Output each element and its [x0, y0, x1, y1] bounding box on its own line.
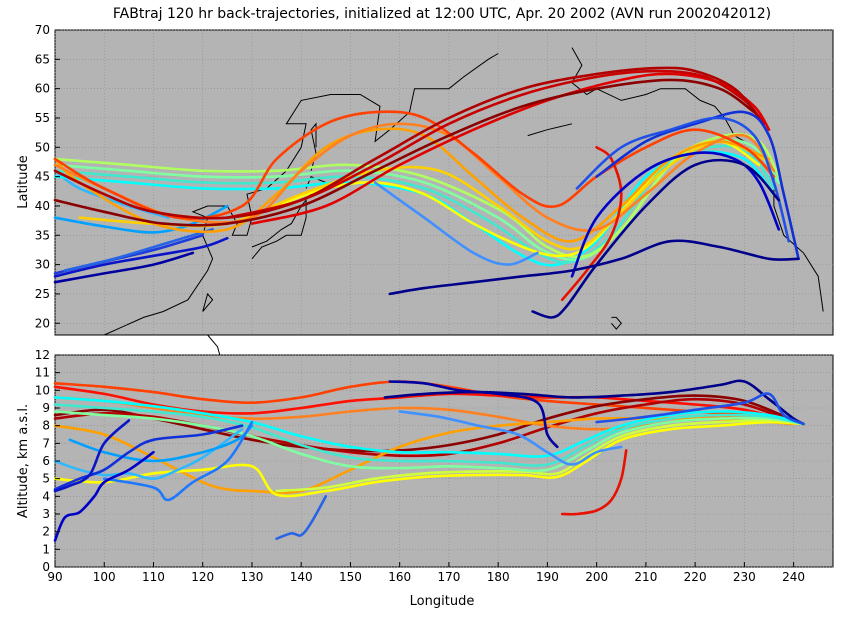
xlabel-longitude: Longitude [410, 594, 475, 609]
altitude-trajectory-series-2 [53, 394, 795, 453]
map-trajectory-series-16 [226, 69, 766, 219]
altitude-tick-label: 0 [42, 560, 50, 574]
longitude-tick-label: 120 [191, 570, 214, 584]
longitude-tick-label: 130 [241, 570, 264, 584]
altitude-trajectory-series-21 [560, 449, 628, 516]
altitude-trajectory-series-16 [53, 450, 155, 542]
coastline-7 [611, 316, 622, 330]
longitude-tick-label: 160 [388, 570, 411, 584]
altitude-tick-label: 5 [42, 472, 50, 486]
latitude-tick-label: 40 [35, 199, 50, 213]
altitude-tick-label: 3 [42, 507, 50, 521]
latitude-tick-label: 65 [35, 52, 50, 66]
altitude-tick-label: 10 [35, 383, 50, 397]
altitude-trajectory-series-5 [53, 417, 795, 494]
altitude-trajectory-series-8 [53, 410, 805, 473]
map-trajectory-series-21 [595, 110, 800, 261]
map-trajectory-series-22 [575, 116, 790, 243]
map-trajectory-series-3 [63, 228, 214, 272]
coastline-4 [202, 292, 214, 312]
longitude-tick-label: 100 [93, 570, 116, 584]
longitude-tick-label: 180 [487, 570, 510, 584]
altitude-trajectory-series-7 [275, 419, 805, 493]
longitude-tick-label: 190 [536, 570, 559, 584]
map-trajectories [53, 66, 800, 319]
coastline-1 [251, 198, 307, 260]
chart-title: FABtraj 120 hr back-trajectories, initia… [113, 6, 771, 22]
longitude-tick-label: 140 [290, 570, 313, 584]
map-latitude-ticks: 20 25 30 35 40 45 50 55 60 65 70 [35, 23, 60, 330]
map-trajectory-series-0 [53, 251, 195, 284]
map-trajectory-series-25 [373, 181, 539, 266]
altitude-trajectory-series-13 [102, 420, 254, 502]
altitude-trajectory-series-22 [595, 392, 805, 426]
altitude-trajectory-series-14 [275, 495, 328, 540]
coastline-6 [527, 123, 573, 137]
longitude-tick-label: 200 [585, 570, 608, 584]
latitude-tick-label: 70 [35, 23, 50, 37]
longitude-ticks: 90 100 110 120 130 140 150 160 170 180 190 200 210 22… [47, 562, 805, 584]
altitude-tick-label: 1 [42, 542, 50, 556]
altitude-trajectory-series-9 [53, 403, 805, 467]
altitude-tick-label: 11 [35, 366, 50, 380]
altitude-trajectory-series-20 [398, 410, 623, 466]
latitude-tick-label: 60 [35, 82, 50, 96]
longitude-tick-label: 90 [47, 570, 62, 584]
altitude-trajectories [53, 379, 805, 542]
altitude-tick-label: 8 [42, 419, 50, 433]
map-trajectory-series-9 [53, 132, 781, 259]
altitude-tick-label: 9 [42, 401, 50, 415]
map-trajectory-series-24 [531, 158, 781, 319]
altitude-trajectory-series-6 [53, 420, 805, 498]
longitude-tick-label: 240 [782, 570, 805, 584]
longitude-tick-label: 220 [684, 570, 707, 584]
altitude-trajectory-series-19 [388, 380, 559, 449]
longitude-tick-label: 230 [733, 570, 756, 584]
latitude-tick-label: 35 [35, 228, 50, 242]
altitude-tick-label: 6 [42, 454, 50, 468]
map-trajectory-series-18 [53, 78, 756, 227]
coastline-5 [571, 47, 824, 312]
altitude-trajectory-series-10 [53, 396, 805, 458]
longitude-tick-label: 210 [634, 570, 657, 584]
altitude-tick-label: 4 [42, 489, 50, 503]
latitude-tick-label: 25 [35, 287, 50, 301]
altitude-ylabel: Altitude, km a.s.l. [16, 404, 31, 518]
longitude-tick-label: 170 [437, 570, 460, 584]
latitude-tick-label: 30 [35, 258, 50, 272]
altitude-trajectory-series-17 [53, 419, 131, 493]
latitude-tick-label: 50 [35, 140, 50, 154]
altitude-trajectory-series-15 [53, 424, 244, 491]
map-ylabel: Latitude [16, 155, 31, 209]
latitude-tick-label: 45 [35, 170, 50, 184]
longitude-tick-label: 150 [339, 570, 362, 584]
latitude-tick-label: 20 [35, 316, 50, 330]
altitude-tick-label: 12 [35, 348, 50, 362]
altitude-tick-label: 7 [42, 436, 50, 450]
map-trajectory-series-17 [53, 66, 761, 220]
map-trajectory-series-20 [570, 151, 781, 278]
longitude-tick-label: 110 [142, 570, 165, 584]
latitude-tick-label: 55 [35, 111, 50, 125]
map-trajectory-series-1 [53, 236, 229, 278]
altitude-trajectory-series-11 [53, 427, 244, 481]
altitude-tick-label: 2 [42, 525, 50, 539]
